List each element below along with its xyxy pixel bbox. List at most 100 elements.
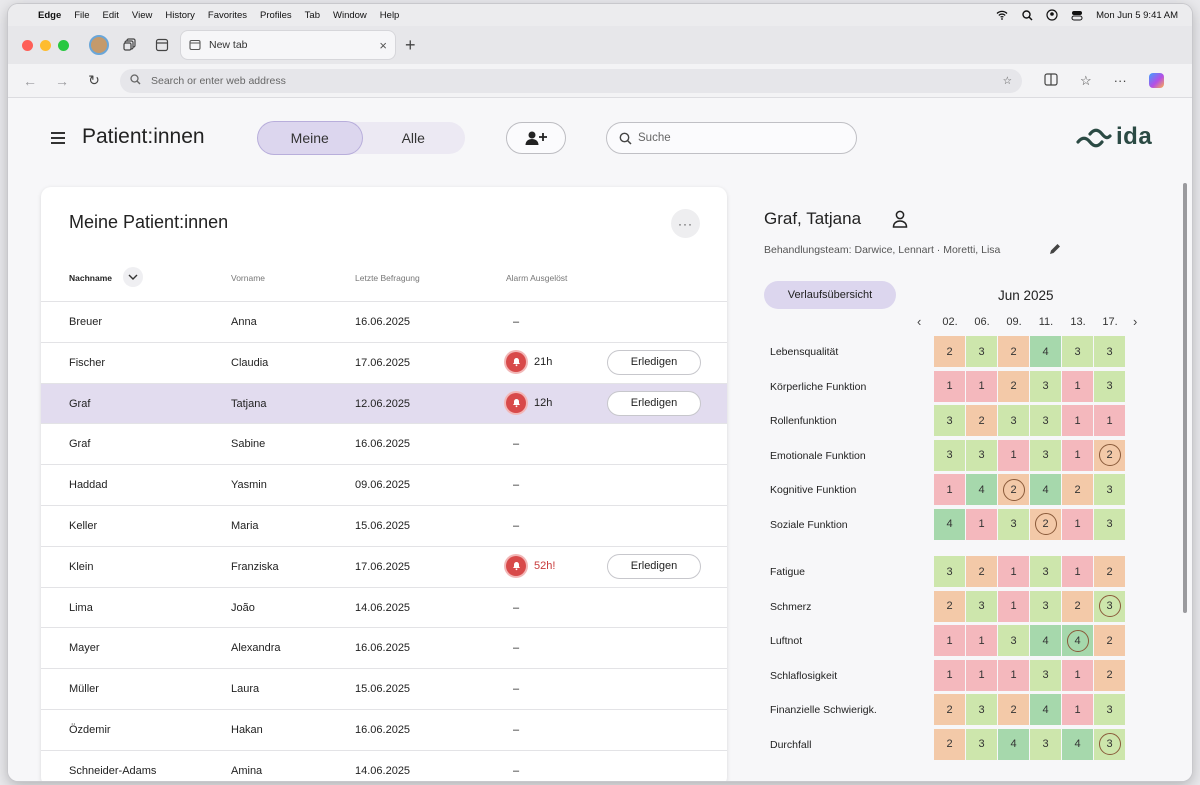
score-cell[interactable]: 3 xyxy=(966,590,997,622)
score-cell[interactable]: 1 xyxy=(1062,405,1093,437)
score-cell[interactable]: 2 xyxy=(966,556,997,588)
table-row[interactable]: Mayer Alexandra 16.06.2025 – xyxy=(41,627,727,668)
close-tab-icon[interactable]: × xyxy=(379,37,387,53)
segment-all[interactable]: Alle xyxy=(401,130,425,146)
score-cell[interactable]: 3 xyxy=(966,694,997,726)
col-lastname[interactable]: Nachname xyxy=(69,273,112,283)
score-cell[interactable]: 1 xyxy=(934,659,965,691)
resolve-alarm-button[interactable]: Erledigen xyxy=(607,390,701,416)
score-cell[interactable]: 3 xyxy=(966,336,997,368)
score-cell[interactable]: 3 xyxy=(1094,694,1125,726)
table-row[interactable]: Keller Maria 15.06.2025 – xyxy=(41,504,727,546)
patient-profile-icon[interactable] xyxy=(892,210,908,233)
score-cell[interactable]: 1 xyxy=(1062,439,1093,471)
score-cell[interactable]: 3 xyxy=(1030,405,1061,437)
score-cell[interactable]: 3 xyxy=(934,439,965,471)
resolve-alarm-button[interactable]: Erledigen xyxy=(607,349,701,375)
score-cell[interactable]: 1 xyxy=(1062,694,1093,726)
score-cell[interactable]: 3 xyxy=(934,556,965,588)
menu-tab[interactable]: Tab xyxy=(304,9,320,21)
hamburger-menu-icon[interactable] xyxy=(51,132,65,147)
score-cell[interactable]: 3 xyxy=(998,625,1029,657)
score-cell[interactable]: 2 xyxy=(998,474,1029,506)
chevron-right-icon[interactable]: › xyxy=(1133,314,1138,329)
score-cell[interactable]: 1 xyxy=(1094,405,1125,437)
zoom-window-button[interactable] xyxy=(58,39,69,51)
split-screen-icon[interactable] xyxy=(1044,72,1058,89)
score-cell[interactable]: 1 xyxy=(1062,556,1093,588)
col-alarm[interactable]: Alarm Ausgelöst xyxy=(506,273,568,283)
score-cell[interactable]: 3 xyxy=(1094,508,1125,540)
add-favorite-star-icon[interactable]: ☆ xyxy=(1002,74,1012,87)
score-cell[interactable]: 1 xyxy=(1062,659,1093,691)
score-cell[interactable]: 3 xyxy=(1030,370,1061,402)
score-cell[interactable]: 4 xyxy=(934,508,965,540)
col-firstname[interactable]: Vorname xyxy=(231,273,266,283)
score-cell[interactable]: 2 xyxy=(934,336,965,368)
menu-app[interactable]: Edge xyxy=(38,9,62,21)
score-cell[interactable]: 3 xyxy=(998,508,1029,540)
browser-tab-active[interactable]: New tab × xyxy=(181,31,395,59)
score-cell[interactable]: 3 xyxy=(1030,590,1061,622)
score-cell[interactable]: 2 xyxy=(1094,625,1125,657)
back-arrow-icon[interactable]: ← xyxy=(23,72,37,89)
survey-date[interactable]: 09. xyxy=(1006,316,1022,328)
page-scrollbar[interactable] xyxy=(1183,183,1187,613)
survey-date[interactable]: 02. xyxy=(942,316,958,328)
table-row[interactable]: Lima João 14.06.2025 – xyxy=(41,586,727,628)
score-cell[interactable]: 4 xyxy=(966,474,997,506)
menu-history[interactable]: History xyxy=(165,9,195,21)
table-row[interactable]: Schneider-Adams Amina 14.06.2025 – xyxy=(41,749,727,781)
score-cell[interactable]: 4 xyxy=(998,728,1029,760)
score-cell[interactable]: 3 xyxy=(1094,336,1125,368)
user-account-icon[interactable] xyxy=(1046,9,1058,21)
survey-date[interactable]: 17. xyxy=(1102,316,1118,328)
menu-file[interactable]: File xyxy=(74,9,90,21)
survey-date[interactable]: 06. xyxy=(974,316,990,328)
copilot-icon[interactable] xyxy=(1148,73,1164,88)
score-cell[interactable]: 3 xyxy=(1062,336,1093,368)
wifi-icon[interactable] xyxy=(996,9,1008,21)
survey-date[interactable]: 13. xyxy=(1070,316,1086,328)
new-tab-plus-icon[interactable]: + xyxy=(405,34,416,55)
score-cell[interactable]: 3 xyxy=(1030,556,1061,588)
score-cell[interactable]: 2 xyxy=(1094,439,1125,471)
score-cell[interactable]: 2 xyxy=(934,590,965,622)
score-cell[interactable]: 2 xyxy=(934,694,965,726)
menu-window[interactable]: Window xyxy=(333,9,367,21)
table-row[interactable]: Haddad Yasmin 09.06.2025 – xyxy=(41,464,727,505)
close-window-button[interactable] xyxy=(22,39,33,51)
chevron-left-icon[interactable]: ‹ xyxy=(917,314,922,329)
forward-arrow-icon[interactable]: → xyxy=(55,72,69,89)
score-cell[interactable]: 1 xyxy=(998,659,1029,691)
workspaces-icon[interactable] xyxy=(119,34,141,56)
score-cell[interactable]: 2 xyxy=(998,336,1029,368)
score-cell[interactable]: 3 xyxy=(1030,439,1061,471)
menu-favorites[interactable]: Favorites xyxy=(207,9,247,21)
history-overview-button[interactable]: Verlaufsübersicht xyxy=(764,281,896,309)
edit-pencil-icon[interactable] xyxy=(1048,243,1061,261)
score-cell[interactable]: 3 xyxy=(1094,370,1125,402)
score-cell[interactable]: 3 xyxy=(1094,728,1125,760)
add-patient-button[interactable] xyxy=(506,122,566,154)
score-cell[interactable]: 1 xyxy=(934,370,965,402)
table-row[interactable]: Özdemir Hakan 16.06.2025 – xyxy=(41,708,727,750)
favorites-icon[interactable]: ☆ xyxy=(1080,72,1092,88)
score-cell[interactable]: 1 xyxy=(1062,508,1093,540)
score-cell[interactable]: 4 xyxy=(1062,728,1093,760)
score-cell[interactable]: 2 xyxy=(1062,474,1093,506)
score-cell[interactable]: 2 xyxy=(1062,590,1093,622)
table-row[interactable]: Fischer Claudia 17.06.2025 21h Erledigen xyxy=(41,341,727,383)
table-row[interactable]: Graf Sabine 16.06.2025 – xyxy=(41,423,727,464)
control-center-icon[interactable] xyxy=(1071,9,1083,21)
segment-mine[interactable]: Meine xyxy=(258,122,362,154)
table-row[interactable]: Klein Franziska 17.06.2025 52h! Erledigen xyxy=(41,545,727,587)
score-cell[interactable]: 2 xyxy=(998,370,1029,402)
score-cell[interactable]: 3 xyxy=(966,728,997,760)
spotlight-search-icon[interactable] xyxy=(1021,9,1033,21)
menu-profiles[interactable]: Profiles xyxy=(259,9,292,21)
menu-edit[interactable]: Edit xyxy=(102,9,119,21)
score-cell[interactable]: 1 xyxy=(998,439,1029,471)
more-options-icon[interactable]: ··· xyxy=(1113,73,1127,88)
score-cell[interactable]: 2 xyxy=(1030,508,1061,540)
